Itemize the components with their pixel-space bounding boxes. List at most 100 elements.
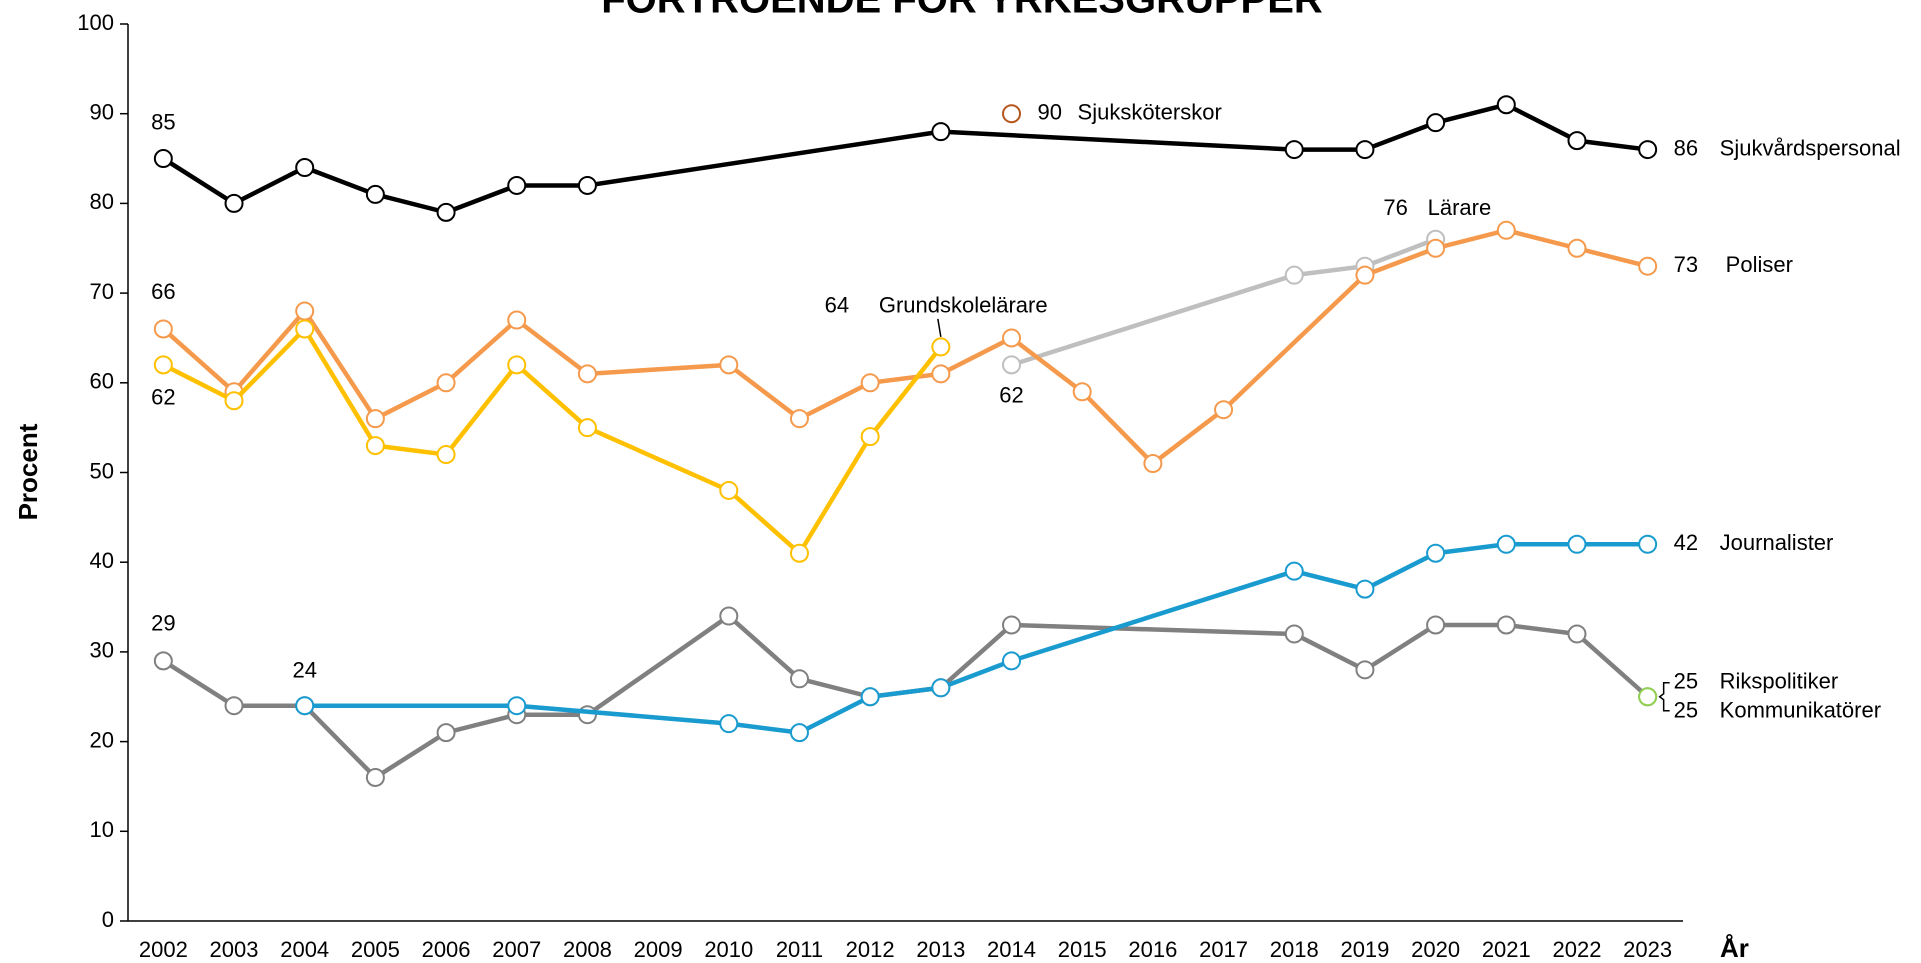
data-point: [1567, 238, 1587, 258]
series-label: Sjuksköterskor: [1078, 100, 1222, 125]
x-tick-label: 2011: [776, 937, 823, 962]
data-point: [1002, 355, 1022, 375]
data-point: [365, 184, 385, 204]
data-label: 64: [825, 293, 849, 318]
data-point: [224, 193, 244, 213]
data-point: [1426, 113, 1446, 133]
data-point: [577, 705, 597, 725]
data-point: [1638, 534, 1658, 554]
x-tick-label: 2004: [280, 937, 329, 962]
data-point: [365, 436, 385, 456]
data-point: [1496, 95, 1516, 115]
data-point: [719, 714, 739, 734]
x-tick-label: 2010: [704, 937, 753, 962]
data-point: [436, 373, 456, 393]
data-point: [436, 723, 456, 743]
x-tick-label: 2023: [1623, 937, 1672, 962]
data-point: [1002, 328, 1022, 348]
y-axis-title: Procent: [13, 423, 43, 520]
y-tick-label: 20: [90, 727, 114, 752]
x-tick-label: 2020: [1411, 937, 1460, 962]
data-point: [1638, 687, 1658, 707]
data-label: 66: [151, 279, 175, 304]
x-axis-title: År: [1720, 933, 1749, 963]
data-point: [436, 445, 456, 465]
data-label: 76: [1383, 195, 1407, 220]
data-point: [577, 175, 597, 195]
data-point: [1638, 140, 1658, 160]
series-line: [162, 613, 1650, 780]
data-point: [365, 409, 385, 429]
data-point: [1284, 561, 1304, 581]
series-label: Kommunikatörer: [1720, 698, 1881, 723]
x-tick-label: 2005: [351, 937, 400, 962]
y-tick-label: 50: [90, 458, 114, 483]
y-tick-label: 0: [102, 907, 114, 932]
x-tick-label: 2017: [1199, 937, 1248, 962]
data-point: [860, 687, 880, 707]
x-tick-label: 2008: [563, 937, 612, 962]
y-tick-label: 90: [90, 100, 114, 125]
data-label: 42: [1674, 530, 1698, 555]
data-point: [860, 427, 880, 447]
data-label: 85: [151, 109, 175, 134]
data-label: 25: [1674, 669, 1698, 694]
x-tick-label: 2021: [1482, 937, 1531, 962]
series-line: [1010, 237, 1437, 368]
y-tick-label: 100: [77, 10, 114, 35]
data-point: [295, 696, 315, 716]
series-label: Lärare: [1428, 195, 1492, 220]
y-tick-label: 10: [90, 817, 114, 842]
data-point: [719, 606, 739, 626]
data-point: [153, 149, 173, 169]
data-point: [1496, 534, 1516, 554]
data-point: [1426, 543, 1446, 563]
x-tick-label: 2003: [210, 937, 259, 962]
bracket: [1658, 682, 1670, 712]
data-point: [153, 355, 173, 375]
data-point: [1355, 140, 1375, 160]
series-line: [304, 542, 1648, 735]
x-tick-label: 2013: [916, 937, 965, 962]
data-point: [1143, 454, 1163, 474]
data-point: [789, 543, 809, 563]
data-point: [507, 310, 527, 330]
data-point: [1002, 615, 1022, 635]
data-point: [1496, 615, 1516, 635]
data-point: [1284, 140, 1304, 160]
data-point: [295, 158, 315, 178]
data-point: [507, 175, 527, 195]
data-point: [1426, 615, 1446, 635]
data-point: [1284, 624, 1304, 644]
x-tick-label: 2006: [422, 937, 471, 962]
data-point: [1284, 265, 1304, 285]
data-point: [577, 418, 597, 438]
data-label: 86: [1674, 135, 1698, 160]
data-point: [1355, 660, 1375, 680]
series-label: Rikspolitiker: [1720, 669, 1839, 694]
data-point: [789, 409, 809, 429]
x-tick-label: 2007: [492, 937, 541, 962]
data-point: [436, 202, 456, 222]
data-point: [1002, 651, 1022, 671]
y-tick-label: 60: [90, 369, 114, 394]
data-label: 25: [1674, 698, 1698, 723]
x-tick-label: 2015: [1058, 937, 1107, 962]
data-point: [1355, 579, 1375, 599]
y-tick-label: 30: [90, 638, 114, 663]
data-point: [1072, 382, 1092, 402]
data-point: [365, 767, 385, 787]
data-point: [295, 301, 315, 321]
chart-title: FÖRTROENDE FÖR YRKESGRUPPER: [601, 0, 1323, 22]
series-label: Grundskolelärare: [879, 293, 1048, 318]
data-point: [507, 696, 527, 716]
x-tick-label: 2022: [1553, 937, 1602, 962]
y-tick-label: 70: [90, 279, 114, 304]
y-tick-label: 80: [90, 189, 114, 214]
series-label: Sjukvårdspersonal: [1720, 135, 1901, 160]
data-point: [789, 723, 809, 743]
series-label: Poliser: [1726, 252, 1793, 277]
x-tick-label: 2019: [1340, 937, 1389, 962]
data-point: [1567, 624, 1587, 644]
